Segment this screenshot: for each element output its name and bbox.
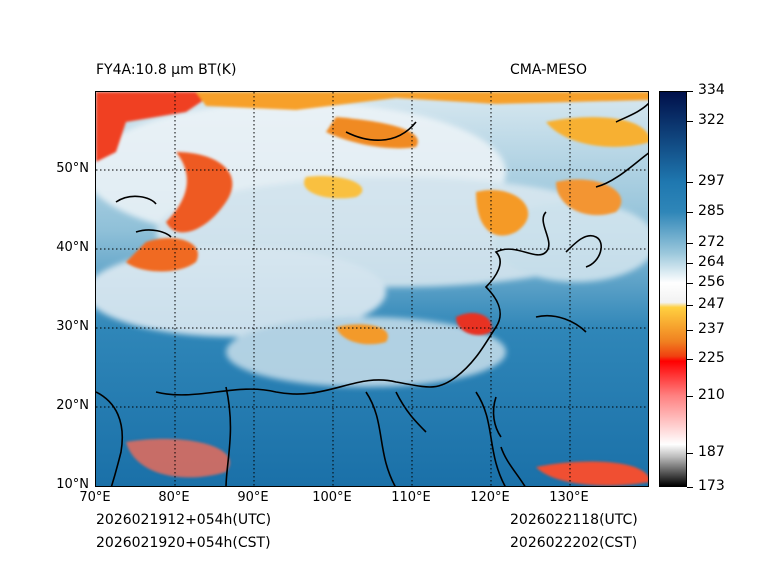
model-name: CMA-MESO	[510, 62, 588, 78]
cloud-field-cold	[96, 92, 648, 486]
colorbar-tick	[687, 304, 693, 306]
lat-label-40n: 40°N	[56, 240, 89, 255]
coastlines	[96, 102, 648, 486]
map-canvas	[96, 92, 648, 486]
colorbar-tick	[687, 263, 693, 265]
lon-label-90e: 90°E	[237, 490, 269, 505]
colorbar-tick-label: 173	[698, 478, 725, 494]
colorbar-tick-label: 247	[698, 295, 725, 312]
colorbar-tick-label: 187	[698, 443, 725, 460]
colorbar-tick	[687, 282, 693, 284]
colorbar-tick-label: 297	[698, 173, 725, 189]
lat-label-10n: 10°N	[56, 477, 89, 492]
colorbar-tick	[687, 211, 693, 213]
valid-time-utc: 2026022118(UTC)	[510, 512, 638, 528]
colorbar-tick	[687, 329, 693, 331]
colorbar-tick	[687, 120, 693, 122]
colorbar-tick	[687, 487, 693, 488]
lon-label-120e: 120°E	[470, 490, 510, 505]
colorbar-tick-label: 285	[698, 202, 725, 219]
lon-label-100e: 100°E	[312, 490, 352, 505]
lat-label-30n: 30°N	[56, 319, 89, 334]
valid-time-cst: 2026022202(CST)	[510, 535, 638, 551]
lat-label-50n: 50°N	[56, 161, 89, 176]
colorbar-tick-label: 272	[698, 234, 725, 251]
colorbar	[659, 91, 687, 487]
lon-label-80e: 80°E	[158, 490, 190, 505]
product-title: FY4A:10.8 µm BT(K)	[96, 62, 237, 78]
lon-label-130e: 130°E	[549, 490, 589, 505]
lat-label-20n: 20°N	[56, 398, 89, 413]
colorbar-tick-label: 256	[698, 273, 725, 290]
colorbar-tick-label: 264	[698, 254, 725, 271]
colorbar-tick	[687, 359, 693, 361]
init-time-utc: 2026021912+054h(UTC)	[96, 512, 272, 528]
satellite-map	[95, 91, 649, 487]
colorbar-tick-label: 225	[698, 350, 725, 367]
colorbar-tick-label: 237	[698, 320, 725, 337]
lon-label-70e: 70°E	[79, 490, 111, 505]
colorbar-tick	[687, 91, 693, 92]
colorbar-tick-label: 322	[698, 111, 725, 128]
colorbar-tick	[687, 182, 693, 183]
colorbar-tick	[687, 243, 693, 245]
init-time-cst: 2026021920+054h(CST)	[96, 535, 271, 551]
graticule	[96, 92, 648, 486]
lon-label-110e: 110°E	[391, 490, 431, 505]
colorbar-tick-label: 210	[698, 386, 725, 403]
colorbar-tick	[687, 452, 693, 454]
colorbar-tick	[687, 395, 693, 397]
colorbar-tick-label: 334	[698, 82, 725, 98]
